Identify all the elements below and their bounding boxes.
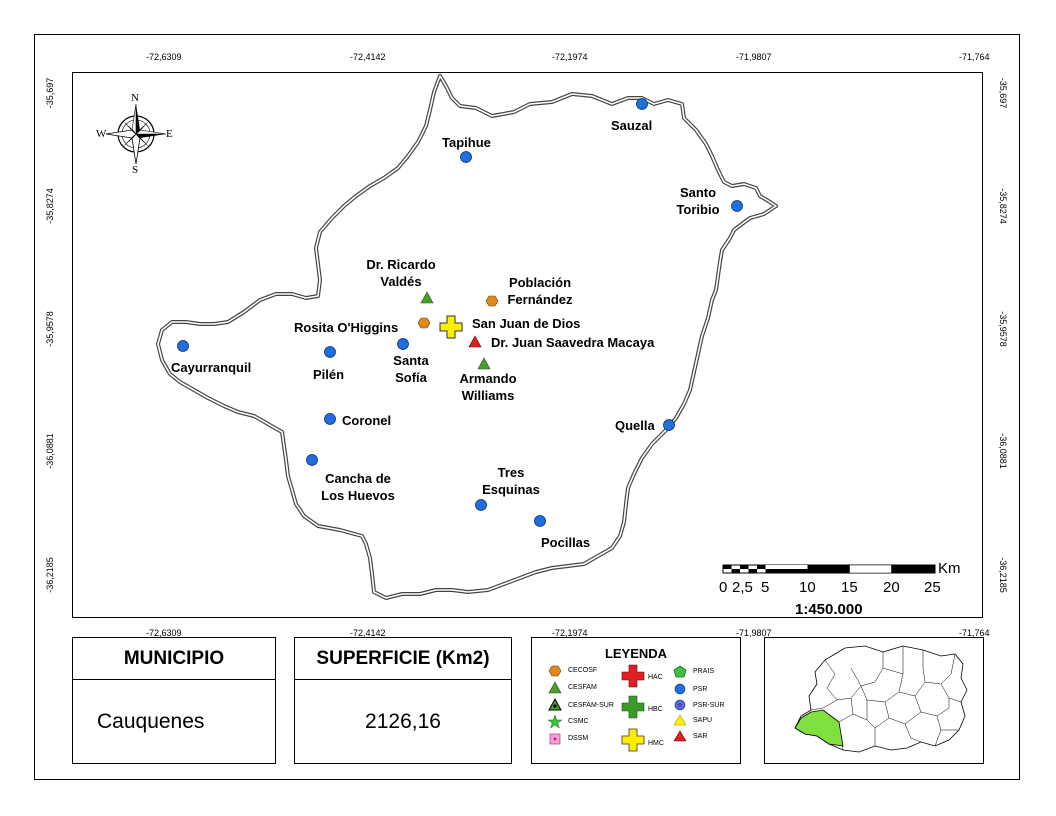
psr-tres-esquinas-marker <box>475 499 487 511</box>
legend-title: LEYENDA <box>604 646 668 661</box>
lon-tick: -71,9807 <box>736 628 772 638</box>
scale-label-5: 5 <box>761 579 770 596</box>
lon-tick: -72,4142 <box>350 628 386 638</box>
lon-tick: -72,6309 <box>146 52 182 62</box>
superficie-box: SUPERFICIE (Km2) 2126,16 <box>294 637 512 764</box>
locator-map-box <box>764 637 984 764</box>
legend-label-csmc: CSMC <box>568 718 589 725</box>
hmc-legend-icon <box>621 728 645 752</box>
label-pocillas: Pocillas <box>541 535 591 550</box>
psr-santa-sofia-marker <box>397 338 409 350</box>
psr-cayurranquil-marker <box>177 340 189 352</box>
map-frame <box>72 72 983 618</box>
municipio-header: MUNICIPIO <box>73 638 275 680</box>
legend-label-cecosf: CECOSF <box>568 667 598 674</box>
label-ricardo-valdes: Dr. Ricardo Valdés <box>366 257 436 289</box>
psr-santo-toribio-marker <box>731 200 743 212</box>
municipio-value: Cauquenes <box>97 710 205 733</box>
cesfam-legend-icon <box>548 681 562 694</box>
hmc-san-juan-de-dios-marker <box>439 315 463 339</box>
cecosf-legend-icon <box>548 665 562 677</box>
lon-tick: -71,764 <box>959 628 990 638</box>
scale-bar <box>722 564 936 574</box>
label-cancha: Cancha de Los Huevos <box>321 471 395 503</box>
legend-label-prais: PRAIS <box>693 668 715 675</box>
sar-saavedra-marker <box>468 335 482 348</box>
psr-quella-marker <box>663 419 675 431</box>
legend-label-hbc: HBC <box>648 706 663 713</box>
scale-label-10: 10 <box>799 579 816 596</box>
scale-ratio: 1:450.000 <box>795 601 863 618</box>
scale-unit: Km <box>938 560 961 577</box>
lon-tick: -71,9807 <box>736 52 772 62</box>
superficie-header: SUPERFICIE (Km2) <box>295 638 511 680</box>
superficie-value: 2126,16 <box>365 710 441 733</box>
hbc-legend-icon <box>621 695 645 719</box>
hac-legend-icon <box>621 664 645 688</box>
label-saavedra: Dr. Juan Saavedra Macaya <box>491 335 655 350</box>
psr-legend-icon <box>674 683 686 695</box>
lon-tick: -72,6309 <box>146 628 182 638</box>
legend-label-hac: HAC <box>648 674 663 681</box>
west-label: W <box>96 128 107 140</box>
north-label: N <box>131 92 139 104</box>
label-santo-toribio: Santo Toribio <box>676 185 720 217</box>
psr-pocillas-marker <box>534 515 546 527</box>
psr-cancha-marker <box>306 454 318 466</box>
label-cayurranquil: Cayurranquil <box>171 360 252 375</box>
scale-label-15: 15 <box>841 579 858 596</box>
municipio-box: MUNICIPIO Cauquenes <box>72 637 276 764</box>
legend-label-cesfam: CESFAM <box>568 684 597 691</box>
scale-label-25: 25 <box>924 579 941 596</box>
cauquenes-highlight <box>794 709 844 747</box>
psr-tapihue-marker <box>460 151 472 163</box>
cesfam-ricardo-valdes-marker <box>420 291 434 304</box>
label-armando-williams: Armando Williams <box>459 371 517 403</box>
csmc-legend-icon <box>547 714 563 729</box>
legend-label-sar: SAR <box>693 733 708 740</box>
cecosf-rosita-ohiggins-marker <box>417 317 431 329</box>
lon-tick: -72,4142 <box>350 52 386 62</box>
legend-label-psr-sur: PSR-SUR <box>693 702 725 709</box>
label-quella: Quella <box>615 418 655 433</box>
lon-tick: -71,764 <box>959 52 990 62</box>
psr-sauzal-marker <box>636 98 648 110</box>
page-frame <box>34 34 1020 780</box>
label-tres-esquinas: Tres Esquinas <box>482 465 540 497</box>
label-coronel: Coronel <box>342 413 392 428</box>
label-rosita-ohiggins: Rosita O'Higgins <box>294 320 399 335</box>
label-santa-sofia: Santa Sofía <box>393 353 429 385</box>
legend-label-psr: PSR <box>693 686 708 693</box>
sapu-legend-icon <box>673 714 687 726</box>
locator-map <box>794 645 968 753</box>
sar-legend-icon <box>673 730 687 742</box>
label-pilen: Pilén <box>313 367 345 382</box>
lon-tick: -72,1974 <box>552 628 588 638</box>
psr-markers <box>177 98 743 527</box>
legend-symbols <box>547 664 687 752</box>
lon-tick: -72,1974 <box>552 52 588 62</box>
label-tapihue: Tapihue <box>442 135 491 150</box>
legend-label-hmc: HMC <box>648 740 664 747</box>
cesfam-armando-williams-marker <box>477 357 491 370</box>
east-label: E <box>166 128 173 140</box>
prais-legend-icon <box>673 665 687 678</box>
label-san-juan-de-dios: San Juan de Dios <box>472 316 581 331</box>
legend-box: LEYENDA CECOSF CESFAM CESFAM-SUR CSMC DS… <box>531 637 741 764</box>
legend-label-dssm: DSSM <box>568 735 589 742</box>
psr-pilen-marker <box>324 346 336 358</box>
legend-label-sapu: SAPU <box>693 717 713 724</box>
south-label: S <box>132 164 139 176</box>
scale-label-2-5: 2,5 <box>732 579 753 596</box>
scale-label-20: 20 <box>883 579 900 596</box>
cecosf-poblacion-fernandez-marker <box>485 295 499 307</box>
north-arrow-icon <box>105 103 167 165</box>
label-sauzal: Sauzal <box>611 118 653 133</box>
label-poblacion-fernandez: Población Fernández <box>507 275 573 307</box>
legend-label-cesfam-sur: CESFAM-SUR <box>568 702 614 709</box>
scale-label-0: 0 <box>719 579 728 596</box>
psr-coronel-marker <box>324 413 336 425</box>
